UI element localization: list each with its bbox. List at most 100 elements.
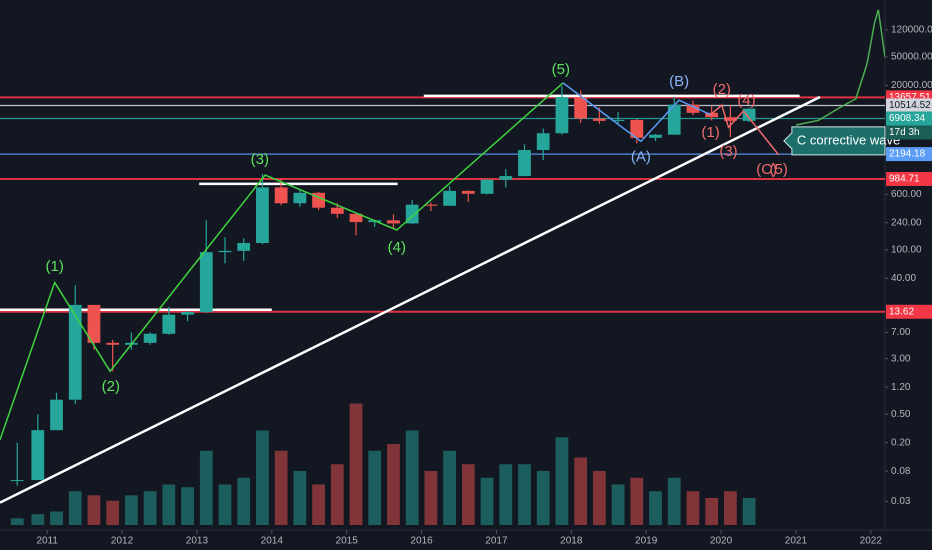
x-tick-label: 2012 [111,536,134,547]
candle-body [499,176,513,180]
wave-label: (1) [45,258,63,275]
volume-bar [237,477,251,525]
candle-body [68,304,82,400]
y-tick-label: 600.00 [891,189,922,200]
volume-bar [555,437,569,525]
volume-bar [256,430,269,525]
price-badge [886,111,932,126]
wave-label: (A) [631,149,651,166]
volume-bar [162,484,176,525]
volume-bar [686,491,700,525]
price-badge-label: 6908.34 [889,113,926,124]
x-tick-label: 2013 [186,536,209,547]
y-tick-label: 120000.00 [891,25,932,36]
candle-body [256,187,269,243]
candle-body [237,242,251,251]
price-badge [886,304,932,319]
candle-body [181,312,194,315]
candle-body [218,250,232,253]
price-badge-label: 10514.52 [889,100,931,111]
candle-body [87,304,101,343]
x-tick-label: 2022 [860,536,883,547]
wave-label: (2) [102,378,120,395]
wave-label: (B) [669,73,689,90]
volume-bar [106,500,120,525]
volume-bar [293,471,307,525]
candle-body [630,119,644,138]
volume-bar [536,471,550,525]
callout-box [783,126,886,156]
wave-label: (C) [756,161,777,178]
y-tick-label: 0.50 [891,409,911,420]
volume-bar [181,487,194,525]
volume-bar [667,477,681,525]
price-badge-label: 13.62 [889,306,914,317]
volume-bar [368,450,382,525]
y-tick-label: 0.08 [891,466,911,477]
x-tick-label: 2017 [485,536,508,547]
volume-bar [592,471,606,525]
y-tick-label: 0.03 [891,496,911,507]
wave-label: (3) [251,151,269,168]
wave-label: (4) [737,92,755,109]
candle-body [293,192,307,204]
candle-body [592,118,606,121]
volume-bar [330,464,344,525]
wave-label: (3) [719,143,737,160]
wave-label: (4) [388,239,406,256]
candle-body [611,119,625,121]
candle-body [349,213,363,223]
volume-bar [724,491,737,525]
candle-body [536,133,550,151]
price-badge-label: 2194.18 [889,149,926,160]
candle-body [143,333,157,343]
candle-body [424,204,438,206]
y-tick-label: 40.00 [891,273,916,284]
candle-body [667,104,681,135]
x-tick-label: 2018 [560,536,583,547]
candle-body [199,252,213,313]
x-tick-label: 2011 [36,536,58,547]
y-tick-label: 20000.00 [891,80,932,91]
volume-bar [143,491,157,525]
price-badge [886,171,932,186]
wave-path [0,82,564,441]
candle-body [50,399,63,431]
candle-body [106,342,120,345]
y-tick-label: 3.00 [891,353,911,364]
x-tick-label: 2016 [410,536,433,547]
candle-body [705,112,719,118]
wave-path [562,82,711,143]
volume-bar [31,514,45,525]
volume-bar [349,403,363,525]
y-tick-label: 240.00 [891,217,922,228]
volume-bar [443,450,456,525]
x-tick-label: 2020 [710,536,733,547]
wave-label: (5) [552,61,570,78]
x-tick-label: 2015 [336,536,359,547]
candle-body [162,314,176,334]
wave-path [710,103,780,156]
volume-bar [480,477,494,525]
volume-bar [518,464,531,525]
volume-bar [574,457,588,525]
volume-bar [68,491,82,525]
volume-bar [274,450,288,525]
volume-bar [218,484,232,525]
countdown-label: 17d 3h [889,127,920,138]
volume-bar [461,464,475,525]
countdown-badge [886,125,932,140]
x-tick-label: 2014 [261,536,284,547]
candle-body [686,104,700,113]
x-tick-label: 2021 [785,536,808,547]
volume-bar [387,444,400,525]
volume-bar [611,484,625,525]
volume-bar [742,498,756,525]
candle-body [461,190,475,194]
candle-body [274,187,288,204]
plot [0,9,885,525]
volume-bar [312,484,325,525]
candle-body [574,97,588,119]
